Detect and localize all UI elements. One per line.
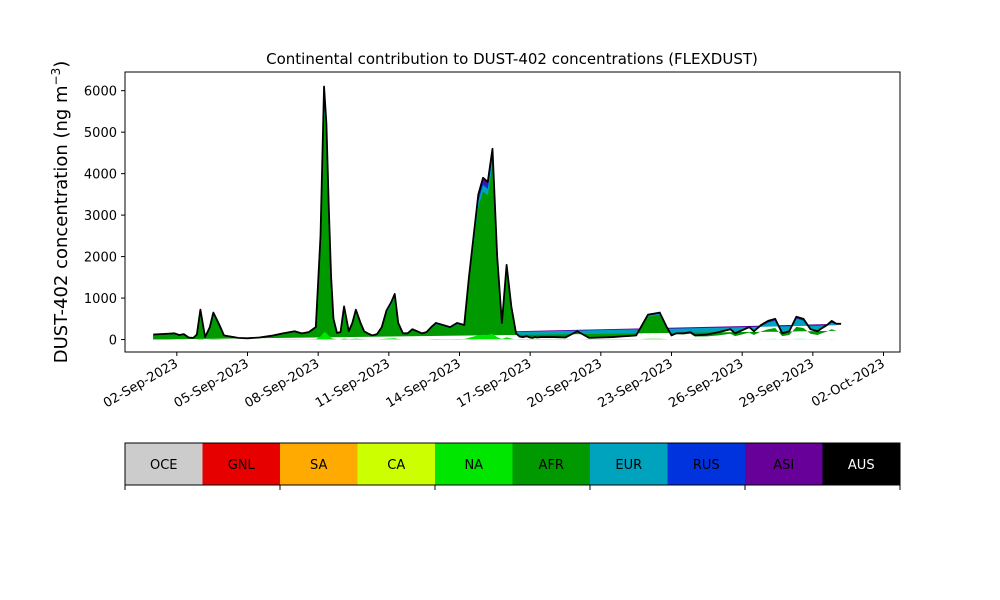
legend-swatch-afr [512, 443, 590, 485]
x-tick-label: 17-Sep-2023 [454, 356, 534, 411]
plot-frame [124, 71, 901, 353]
legend-label-eur: EUR [615, 458, 642, 473]
legend-label-oce: OCE [150, 458, 178, 473]
y-tick-label: 5000 [84, 126, 117, 141]
y-tick-label: 0 [109, 334, 117, 349]
area-afr [153, 108, 842, 340]
y-tick-label: 1000 [84, 292, 117, 307]
legend-swatch-rus [667, 443, 745, 485]
x-tick-label: 29-Sep-2023 [737, 356, 817, 411]
legend-swatch-gnl [202, 443, 280, 485]
legend-swatch-sa [280, 443, 358, 485]
x-tick-label: 05-Sep-2023 [172, 356, 252, 411]
legend-swatch-na [435, 443, 513, 485]
legend-frame [124, 442, 901, 486]
y-tick-label: 6000 [84, 85, 117, 100]
x-tick-label: 02-Sep-2023 [101, 356, 181, 411]
legend-swatch-oce [125, 443, 203, 485]
legend-label-sa: SA [310, 458, 327, 473]
stacked-areas [153, 85, 842, 340]
legend-swatch-aus [822, 443, 900, 485]
legend-label-afr: AFR [539, 458, 564, 473]
legend-label-asi: ASI [773, 458, 794, 473]
legend-label-rus: RUS [693, 458, 720, 473]
x-tick-label: 02-Oct-2023 [809, 356, 887, 410]
area-na [153, 331, 842, 340]
legend-swatch-ca [357, 443, 435, 485]
y-tick-label: 2000 [84, 251, 117, 266]
x-tick-label: 14-Sep-2023 [384, 356, 464, 411]
legend-label-ca: CA [387, 458, 405, 473]
legend-swatch-eur [590, 443, 668, 485]
legend-colorbar: OCE GNL SA CA NA AFR EUR RUS ASI AUS [124, 442, 901, 490]
legend-label-aus: AUS [848, 458, 875, 473]
y-tick-label: 4000 [84, 168, 117, 183]
y-axis-label: DUST-402 concentration (ng m−3) [49, 61, 72, 364]
x-tick-label: 08-Sep-2023 [242, 356, 322, 411]
x-tick-label: 20-Sep-2023 [525, 356, 605, 411]
legend-label-gnl: GNL [228, 458, 256, 473]
x-tick-label: 23-Sep-2023 [596, 356, 676, 411]
x-tick-label: 11-Sep-2023 [313, 356, 393, 411]
x-tick-label: 26-Sep-2023 [666, 356, 746, 411]
legend-swatch-asi [745, 443, 823, 485]
total-line [153, 85, 842, 340]
y-tick-label: 3000 [84, 209, 117, 224]
chart-title: Continental contribution to DUST-402 con… [266, 50, 758, 68]
legend-label-na: NA [464, 458, 483, 473]
